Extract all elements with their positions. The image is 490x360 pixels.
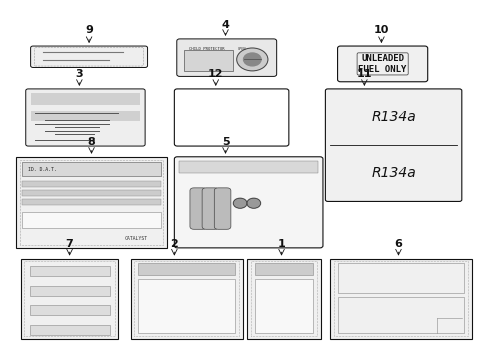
Bar [338, 297, 464, 333]
Text: CHILD PROTECTOR: CHILD PROTECTOR [189, 47, 224, 51]
Text: UNLEADED
FUEL ONLY: UNLEADED FUEL ONLY [359, 54, 407, 73]
Bar [30, 305, 110, 315]
Circle shape [237, 48, 268, 71]
Bar [30, 325, 110, 335]
Circle shape [244, 53, 261, 66]
Bar [247, 258, 320, 339]
FancyBboxPatch shape [214, 188, 231, 229]
FancyBboxPatch shape [174, 157, 323, 248]
Bar [130, 258, 243, 339]
Text: CATALYST: CATALYST [124, 236, 147, 241]
Bar [30, 93, 140, 105]
Text: 4: 4 [221, 20, 229, 30]
Text: 1: 1 [278, 239, 285, 249]
Bar [30, 286, 110, 296]
Bar [330, 258, 471, 339]
Text: 7: 7 [66, 239, 74, 249]
Bar [22, 190, 161, 196]
Bar [22, 162, 161, 176]
FancyBboxPatch shape [202, 188, 219, 229]
Circle shape [233, 198, 247, 208]
Bar [251, 261, 317, 337]
Text: 2: 2 [171, 239, 178, 249]
FancyBboxPatch shape [30, 46, 147, 67]
Bar [22, 199, 161, 205]
Circle shape [247, 198, 261, 208]
Bar [16, 157, 167, 248]
Bar [338, 263, 464, 293]
Text: 8: 8 [88, 137, 96, 147]
Text: 10: 10 [374, 25, 389, 35]
Bar [179, 161, 318, 173]
Bar [30, 111, 140, 121]
Bar [20, 159, 163, 245]
Text: 3: 3 [75, 69, 83, 79]
Text: R134a: R134a [371, 110, 416, 124]
Text: 6: 6 [394, 239, 402, 249]
Text: 5: 5 [221, 137, 229, 147]
Bar [255, 263, 313, 275]
Bar [138, 279, 235, 333]
Bar [255, 279, 313, 333]
Text: 12: 12 [208, 69, 223, 79]
Bar [30, 266, 110, 276]
FancyBboxPatch shape [174, 89, 289, 146]
Bar [21, 258, 118, 339]
FancyBboxPatch shape [177, 39, 277, 76]
Bar [24, 261, 115, 337]
FancyBboxPatch shape [26, 89, 145, 146]
Bar [22, 212, 161, 228]
Text: 9: 9 [85, 25, 93, 35]
FancyBboxPatch shape [325, 89, 462, 202]
Bar [22, 181, 161, 187]
Bar [134, 261, 239, 337]
Text: OPEN: OPEN [238, 47, 246, 51]
FancyBboxPatch shape [190, 188, 206, 229]
Bar [184, 50, 233, 71]
Text: ID. D.A.T.: ID. D.A.T. [28, 167, 57, 172]
Text: R134a: R134a [371, 166, 416, 180]
Bar [138, 263, 235, 275]
Text: 11: 11 [357, 69, 372, 79]
Bar [334, 261, 468, 337]
FancyBboxPatch shape [338, 46, 428, 82]
